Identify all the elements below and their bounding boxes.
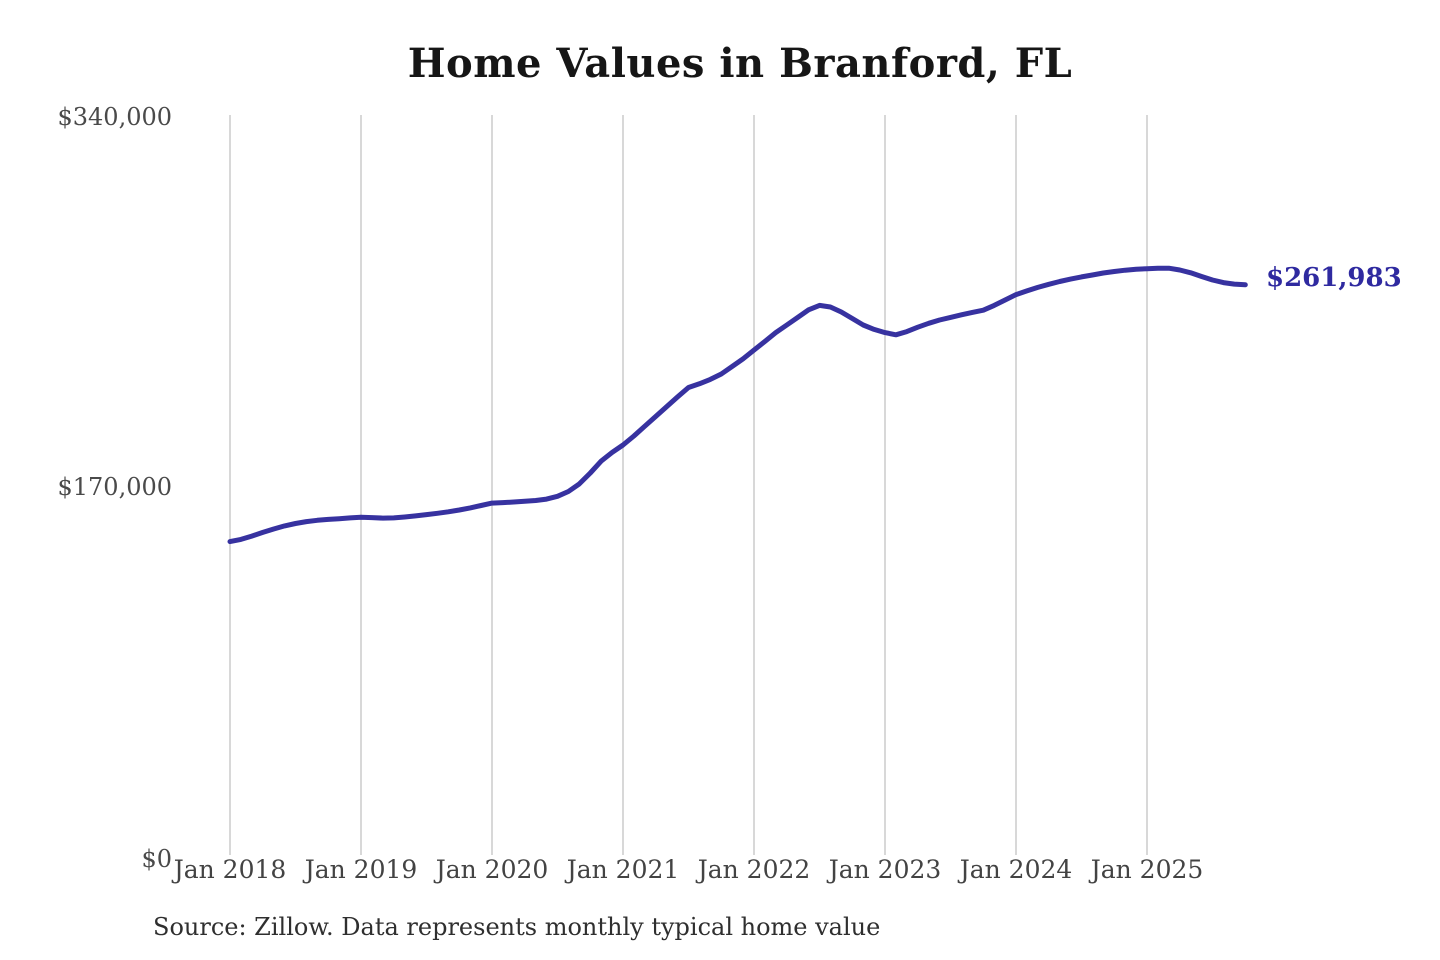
x-axis-tick-jan-2020: Jan 2020 [435, 855, 549, 884]
x-axis-tick-jan-2024: Jan 2024 [959, 855, 1073, 884]
current-value-label: $261,983 [1266, 263, 1402, 293]
y-axis-tick-0: $0 [141, 845, 172, 873]
x-axis-tick-jan-2022: Jan 2022 [697, 855, 811, 884]
x-axis-tick-jan-2021: Jan 2021 [566, 855, 680, 884]
x-axis-tick-jan-2025: Jan 2025 [1090, 855, 1204, 884]
x-axis-tick-jan-2018: Jan 2018 [173, 855, 287, 884]
x-axis-tick-jan-2023: Jan 2023 [828, 855, 942, 884]
source-note: Source: Zillow. Data represents monthly … [153, 913, 881, 941]
y-axis-tick-170000: $170,000 [57, 473, 172, 501]
chart-title: Home Values in Branford, FL [407, 40, 1073, 87]
x-axis-tick-jan-2019: Jan 2019 [304, 855, 418, 884]
y-axis-tick-340000: $340,000 [57, 103, 172, 131]
home-value-series-line [227, 265, 1248, 545]
